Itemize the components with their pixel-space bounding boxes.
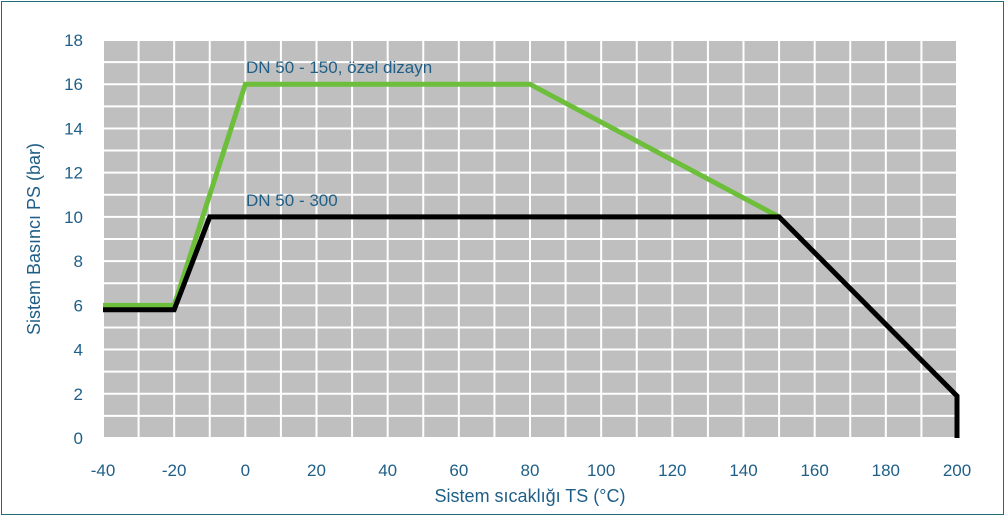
y-tick-label: 2 [74,385,83,404]
x-tick-label: 140 [729,461,757,480]
x-tick-label: 0 [241,461,250,480]
x-tick-label: 180 [872,461,900,480]
y-tick-label: 6 [74,296,83,315]
x-tick-label: 20 [307,461,326,480]
x-tick-label: 40 [378,461,397,480]
y-tick-label: 12 [64,164,83,183]
y-tick-label: 4 [74,341,83,360]
annotations: DN 50 - 150, özel dizayn DN 50 - 300 [246,58,432,210]
x-tick-label: -20 [162,461,187,480]
x-tick-label: 120 [658,461,686,480]
series-line [103,81,781,308]
x-tick-label: -40 [91,461,116,480]
series-group [103,81,960,438]
y-tick-label: 10 [64,208,83,227]
y-tick-label: 8 [74,252,83,271]
grid-lines [102,39,958,439]
x-tick-label: 80 [521,461,540,480]
x-axis-title: Sistem sıcaklığı TS (°C) [435,486,626,506]
series-line [103,214,960,438]
y-axis-title: Sistem Basıncı PS (bar) [24,143,44,335]
y-tick-label: 18 [64,31,83,50]
x-tick-label: 200 [943,461,971,480]
y-tick-labels: 0 2 4 6 8 10 12 14 16 18 [64,31,83,448]
x-tick-labels: -40 -20 0 20 40 60 80 100 120 140 160 180 200 [91,461,971,480]
x-tick-label: 100 [587,461,615,480]
x-tick-label: 60 [449,461,468,480]
series-annotation: DN 50 - 300 [246,191,338,210]
y-tick-label: 14 [64,119,83,138]
y-tick-label: 16 [64,75,83,94]
x-tick-label: 160 [800,461,828,480]
series-annotation: DN 50 - 150, özel dizayn [246,58,432,77]
y-tick-label: 0 [74,429,83,448]
